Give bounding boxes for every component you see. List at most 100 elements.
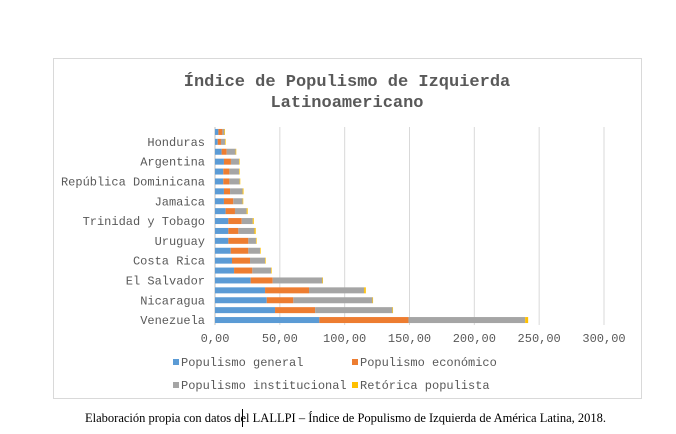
bar-segment	[372, 297, 374, 304]
chart-frame	[53, 58, 642, 399]
bar-segment	[215, 188, 224, 195]
x-tick-label: 300,00	[582, 332, 625, 346]
bar-segment	[364, 287, 366, 294]
x-tick-label: 250,00	[518, 332, 561, 346]
bar-segment	[230, 158, 239, 165]
bar-segment	[254, 227, 256, 234]
bar-segment	[259, 247, 261, 254]
bar-segment	[218, 128, 223, 135]
legend-label: Populismo económico	[360, 356, 497, 370]
legend-label: Populismo general	[181, 356, 303, 370]
bar-segment	[319, 317, 409, 324]
bar-segment	[215, 257, 232, 264]
y-category-label: El Salvador	[126, 274, 205, 288]
bar-segment	[272, 277, 323, 284]
y-category-label: Argentina	[140, 156, 205, 170]
bar-segment	[223, 168, 230, 175]
bar-segment	[221, 148, 227, 155]
bar-segment	[217, 138, 221, 145]
bar-segment	[238, 168, 240, 175]
legend-swatch	[352, 359, 358, 365]
bar-segment	[229, 178, 240, 185]
bar-segment	[226, 148, 236, 155]
y-category-label: Trinidad y Tobago	[83, 215, 205, 229]
chart-title-line-2: Latinoamericano	[270, 94, 423, 113]
bar-segment	[223, 188, 231, 195]
bar-segment	[224, 138, 226, 145]
bar-segment	[215, 227, 229, 234]
x-tick-label: 150,00	[388, 332, 431, 346]
text-cursor	[242, 409, 243, 427]
bar-segment	[223, 158, 231, 165]
x-tick-label: 50,00	[262, 332, 298, 346]
bar-segment	[265, 257, 266, 264]
bar-segment	[215, 267, 235, 274]
bar-segment	[271, 267, 272, 274]
bar-segment	[225, 208, 235, 215]
figure-caption: Elaboración propia con datos del LALLPI …	[85, 411, 607, 425]
bar-segment	[250, 277, 273, 284]
y-category-label: Costa Rica	[133, 255, 205, 269]
bar-segment	[228, 218, 242, 225]
bar-segment	[234, 208, 247, 215]
bar-segment	[250, 257, 266, 264]
bar-segment	[235, 148, 237, 155]
bar-segment	[215, 148, 222, 155]
bar-segment	[252, 267, 272, 274]
bar-segment	[234, 267, 253, 274]
bar-segment	[275, 307, 316, 314]
bar-segment	[241, 218, 253, 225]
bar-segment	[392, 307, 394, 314]
bar-segment	[233, 198, 243, 205]
bar-segment	[215, 168, 224, 175]
y-category-label: Honduras	[147, 136, 205, 150]
bar-segment	[215, 218, 229, 225]
bar-segment	[223, 178, 230, 185]
bar-segment	[215, 297, 267, 304]
bar-segment	[242, 188, 244, 195]
legend-swatch	[173, 359, 179, 365]
bar-segment	[215, 208, 226, 215]
bar-segment	[265, 287, 310, 294]
y-category-label: República Dominicana	[61, 175, 205, 189]
bar-segment	[266, 297, 294, 304]
bar-segment	[293, 297, 373, 304]
bar-segment	[222, 128, 225, 135]
bar-segment	[215, 128, 219, 135]
y-category-label: Uruguay	[155, 235, 205, 249]
bar-segment	[228, 227, 239, 234]
bar-segment	[230, 188, 243, 195]
bar-segment	[215, 307, 276, 314]
bar-segment	[238, 227, 255, 234]
y-category-label: Jamaica	[155, 195, 205, 209]
bar-segment	[215, 158, 224, 165]
bar-segment	[238, 158, 240, 165]
bar-segment	[215, 237, 229, 244]
x-tick-label: 100,00	[323, 332, 366, 346]
bar-segment	[322, 277, 324, 284]
bar-segment	[220, 138, 225, 145]
y-category-label: Venezuela	[140, 314, 205, 328]
bar-segment	[309, 287, 365, 294]
bar-segment	[252, 218, 254, 225]
bar-segment	[246, 208, 248, 215]
bar-segment	[215, 247, 231, 254]
bar-segment	[215, 178, 224, 185]
bar-segment	[231, 257, 251, 264]
y-category-label: Nicaragua	[140, 294, 205, 308]
bar-segment	[223, 198, 234, 205]
bar-segment	[215, 138, 218, 145]
bar-segment	[248, 237, 256, 244]
bar-segment	[408, 317, 526, 324]
legend-label: Populismo institucional	[181, 379, 347, 393]
bar-segment	[525, 317, 529, 324]
x-tick-label: 200,00	[453, 332, 496, 346]
bar-segment	[230, 247, 249, 254]
bar-segment	[255, 237, 257, 244]
bar-segment	[215, 277, 251, 284]
bar-segment	[239, 178, 241, 185]
legend-swatch	[173, 382, 179, 388]
bar-segment	[229, 168, 239, 175]
x-tick-label: 0,00	[201, 332, 230, 346]
bar-segment	[248, 247, 260, 254]
